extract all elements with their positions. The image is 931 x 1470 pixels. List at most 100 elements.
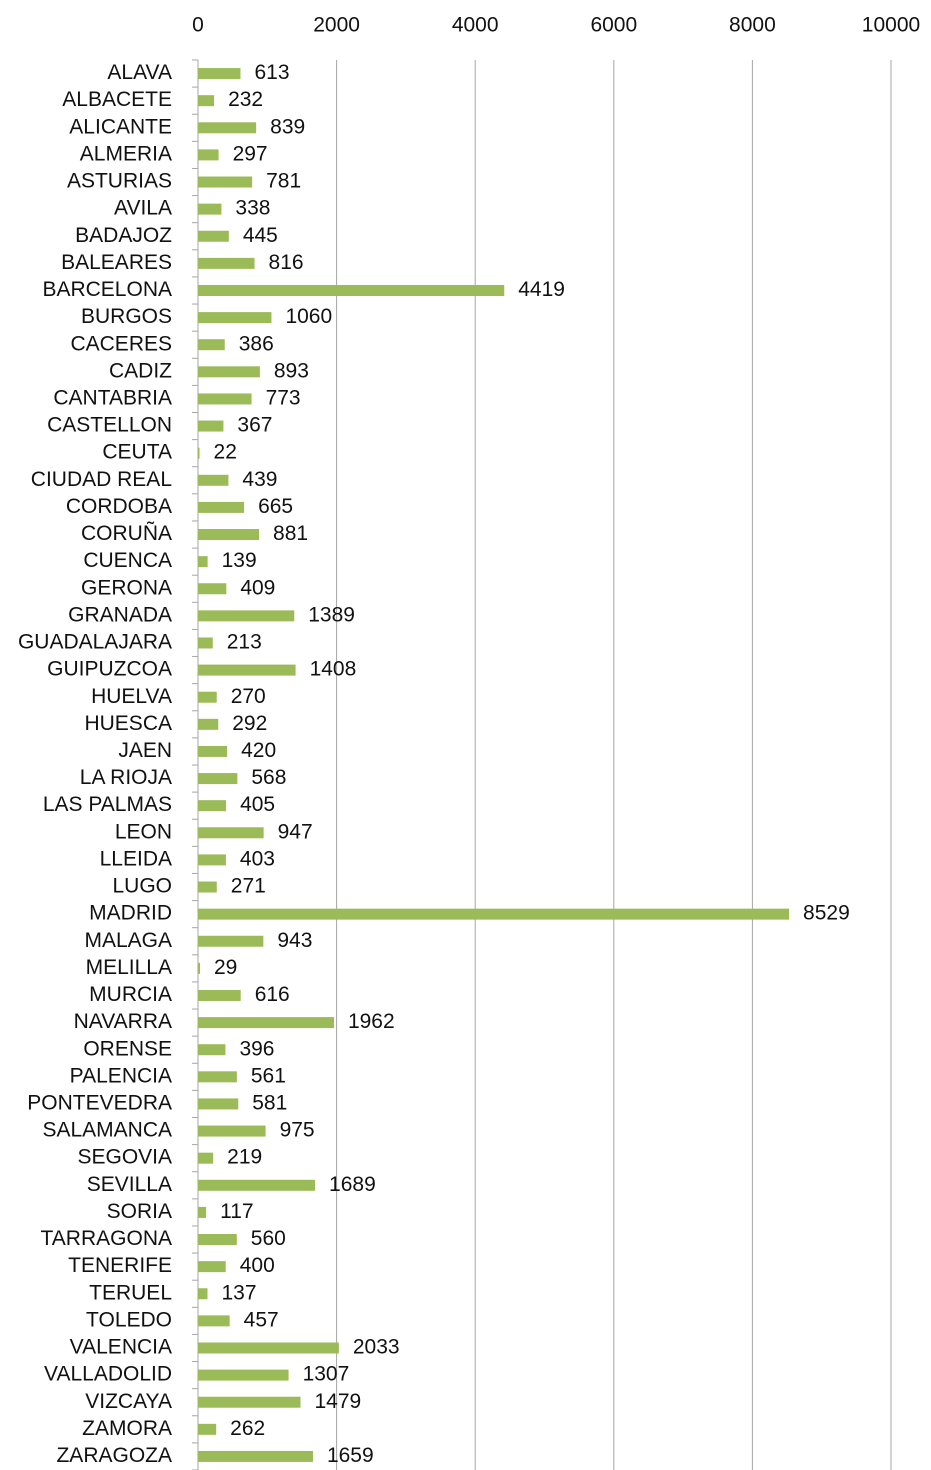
data-label: 816 xyxy=(269,251,304,274)
bar xyxy=(198,556,208,568)
y-tick-label: GERONA xyxy=(81,576,172,599)
y-tick-label: ALAVA xyxy=(107,61,172,84)
y-tick-label: SALAMANCA xyxy=(42,1119,172,1142)
bar xyxy=(198,1234,237,1246)
y-tick-label: ALICANTE xyxy=(69,115,172,138)
data-label: 4419 xyxy=(518,278,565,301)
data-label: 396 xyxy=(239,1037,274,1060)
y-tick-label: LA RIOJA xyxy=(80,766,172,789)
bar xyxy=(198,1125,266,1137)
data-label: 139 xyxy=(222,549,257,572)
y-tick-label: VALENCIA xyxy=(70,1336,172,1359)
data-label: 1962 xyxy=(348,1010,395,1033)
data-label: 568 xyxy=(251,766,286,789)
data-label: 420 xyxy=(241,739,276,762)
data-label: 560 xyxy=(251,1227,286,1250)
bar xyxy=(198,962,201,974)
y-tick-label: CORDOBA xyxy=(66,495,172,518)
data-label: 405 xyxy=(240,793,275,816)
bar xyxy=(198,312,272,324)
y-tick-label: GUADALAJARA xyxy=(18,631,172,654)
data-label: 1408 xyxy=(310,658,357,681)
bar xyxy=(198,1071,237,1083)
bar xyxy=(198,881,217,893)
y-tick-label: PONTEVEDRA xyxy=(27,1091,172,1114)
y-tick-label: LUGO xyxy=(112,875,172,898)
data-label: 1389 xyxy=(308,603,355,626)
y-tick-label: CIUDAD REAL xyxy=(31,468,172,491)
y-tick-label: BADAJOZ xyxy=(75,224,172,247)
x-tick-label: 6000 xyxy=(590,14,637,37)
data-label: 445 xyxy=(243,224,278,247)
y-tick-label: MELILLA xyxy=(86,956,172,979)
bar xyxy=(198,366,260,378)
bar xyxy=(198,95,215,107)
bar xyxy=(198,529,260,541)
bar xyxy=(198,637,213,649)
y-tick-label: CORUÑA xyxy=(81,521,172,545)
bar xyxy=(198,284,505,296)
bar xyxy=(198,257,255,269)
bar xyxy=(198,989,241,1001)
bar xyxy=(198,583,227,595)
bar xyxy=(198,1342,339,1354)
data-label: 561 xyxy=(251,1064,286,1087)
data-label: 781 xyxy=(266,170,301,193)
data-label: 893 xyxy=(274,359,309,382)
data-label: 297 xyxy=(233,142,268,165)
bar xyxy=(198,1017,334,1029)
bar xyxy=(198,1369,289,1381)
y-tick-label: LLEIDA xyxy=(100,847,172,870)
y-tick-label: CASTELLON xyxy=(47,414,172,437)
data-label: 616 xyxy=(255,983,290,1006)
bar xyxy=(198,230,229,242)
data-label: 29 xyxy=(214,956,237,979)
bar xyxy=(198,339,225,351)
y-tick-label: VIZCAYA xyxy=(85,1390,172,1413)
y-tick-label: MADRID xyxy=(89,902,172,925)
data-label: 947 xyxy=(278,820,313,843)
y-tick-label: HUELVA xyxy=(91,685,172,708)
data-label: 2033 xyxy=(353,1336,400,1359)
x-tick-label: 0 xyxy=(192,14,204,37)
x-tick-label: 10000 xyxy=(862,14,920,37)
bar xyxy=(198,1423,217,1435)
bar xyxy=(198,827,264,839)
y-tick-label: NAVARRA xyxy=(74,1010,172,1033)
y-tick-label: PALENCIA xyxy=(70,1064,172,1087)
y-tick-label: TARRAGONA xyxy=(41,1227,172,1250)
data-label: 270 xyxy=(231,685,266,708)
data-label: 22 xyxy=(214,441,237,464)
data-label: 137 xyxy=(221,1281,256,1304)
data-label: 232 xyxy=(228,88,263,111)
data-label: 403 xyxy=(240,847,275,870)
y-tick-label: ASTURIAS xyxy=(67,170,172,193)
bar xyxy=(198,610,295,622)
y-tick-label: VALLADOLID xyxy=(44,1363,172,1386)
bar xyxy=(198,1098,239,1110)
data-label: 117 xyxy=(220,1200,253,1223)
y-tick-label: MURCIA xyxy=(89,983,172,1006)
bar xyxy=(198,1152,214,1164)
y-tick-label: TENERIFE xyxy=(68,1254,172,1277)
data-label: 1307 xyxy=(303,1363,350,1386)
data-label: 1689 xyxy=(329,1173,376,1196)
y-tick-label: GRANADA xyxy=(68,603,172,626)
data-label: 367 xyxy=(237,414,272,437)
data-label: 665 xyxy=(258,495,293,518)
data-label: 839 xyxy=(270,115,305,138)
data-label: 213 xyxy=(227,631,262,654)
y-tick-label: BURGOS xyxy=(81,305,172,328)
y-tick-label: MALAGA xyxy=(84,929,172,952)
y-tick-label: CANTABRIA xyxy=(53,386,172,409)
data-label: 943 xyxy=(277,929,312,952)
data-label: 338 xyxy=(235,197,270,220)
bar xyxy=(198,800,227,812)
bar xyxy=(198,1179,316,1191)
bar xyxy=(198,68,241,80)
data-label: 1479 xyxy=(314,1390,361,1413)
bar xyxy=(198,474,229,486)
bar xyxy=(198,1288,208,1300)
data-label: 8529 xyxy=(803,902,850,925)
